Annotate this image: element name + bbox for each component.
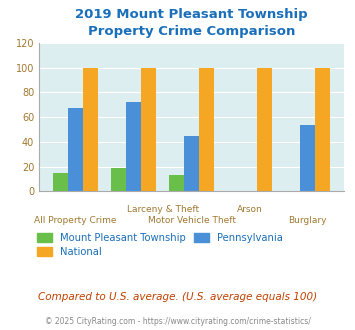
Text: © 2025 CityRating.com - https://www.cityrating.com/crime-statistics/: © 2025 CityRating.com - https://www.city…	[45, 317, 310, 326]
Bar	[315, 68, 331, 191]
Text: Arson: Arson	[237, 205, 263, 214]
Text: Motor Vehicle Theft: Motor Vehicle Theft	[148, 216, 236, 225]
Text: Larceny & Theft: Larceny & Theft	[127, 205, 199, 214]
Bar	[126, 102, 141, 191]
Text: Burglary: Burglary	[289, 216, 327, 225]
Bar	[169, 175, 184, 191]
Bar	[300, 124, 315, 191]
Legend: Mount Pleasant Township, National, Pennsylvania: Mount Pleasant Township, National, Penns…	[33, 229, 287, 261]
Text: Compared to U.S. average. (U.S. average equals 100): Compared to U.S. average. (U.S. average …	[38, 292, 317, 302]
Bar	[83, 68, 98, 191]
Text: All Property Crime: All Property Crime	[34, 216, 117, 225]
Bar	[184, 136, 199, 191]
Bar	[111, 168, 126, 191]
Bar	[53, 173, 68, 191]
Bar	[141, 68, 156, 191]
Bar	[257, 68, 272, 191]
Bar	[68, 109, 83, 191]
Title: 2019 Mount Pleasant Township
Property Crime Comparison: 2019 Mount Pleasant Township Property Cr…	[75, 8, 308, 38]
Bar	[199, 68, 214, 191]
